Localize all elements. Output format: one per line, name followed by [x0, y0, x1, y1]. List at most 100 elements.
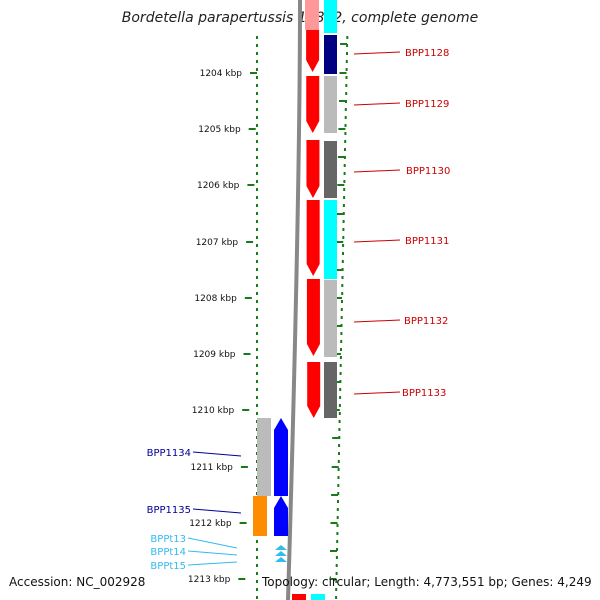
track-dot — [342, 236, 345, 239]
track-dot — [256, 132, 258, 135]
gene-label: BPP1133 — [402, 388, 446, 399]
cog-block-partial — [324, 0, 337, 33]
forward-gene-arrow — [307, 362, 321, 418]
track-dot — [343, 188, 346, 191]
gene-label: BPPt15 — [150, 561, 186, 572]
scale-tick-minor — [334, 325, 342, 327]
track-dot — [256, 164, 258, 167]
track-dot — [336, 540, 339, 543]
gene-label: BPP1132 — [404, 316, 448, 327]
track-dot — [345, 92, 348, 95]
label-leader-line — [187, 537, 238, 549]
scale-tick — [242, 409, 250, 411]
forward-gene-arrow — [306, 76, 320, 133]
track-dot — [337, 476, 340, 479]
track-dot — [256, 388, 258, 391]
track-dot — [256, 260, 258, 263]
forward-gene-arrow — [306, 279, 320, 356]
forward-gene-arrow-partial — [292, 594, 306, 600]
track-dot — [256, 300, 258, 303]
track-dot — [344, 124, 347, 127]
track-dot — [256, 60, 258, 63]
scale-tick-right — [329, 578, 337, 580]
track-dot — [256, 348, 258, 351]
scale-tick-label: 1204 kbp — [200, 69, 243, 79]
cog-block — [257, 418, 271, 496]
track-dot — [344, 132, 347, 135]
track-dot — [344, 108, 347, 111]
track-dot — [256, 396, 258, 399]
track-dot — [341, 300, 343, 303]
track-dot — [345, 76, 348, 79]
scale-tick-right — [339, 72, 347, 74]
track-dot — [338, 420, 341, 423]
scale-tick — [239, 522, 247, 524]
scale-tick-label: 1211 kbp — [190, 463, 233, 473]
track-dot — [342, 212, 345, 215]
track-dot — [256, 556, 258, 559]
track-dot — [337, 468, 340, 471]
track-dot — [340, 332, 343, 335]
track-dot — [346, 52, 348, 55]
track-dot — [337, 500, 339, 503]
track-dot — [256, 548, 258, 551]
track-dot — [256, 540, 258, 543]
cog-block-partial — [311, 594, 325, 600]
track-dot — [256, 276, 258, 279]
forward-gene-arrow-partial — [305, 0, 319, 30]
scale-tick-right — [336, 241, 344, 243]
gene-label: BPP1128 — [405, 48, 449, 59]
scale-ticks: 1204 kbp 1205 kbp 1206 kbp 1207 kbp 1208 kbp… — [188, 43, 348, 585]
gene-label: BPP1134 — [147, 448, 191, 459]
track-dot — [340, 308, 343, 311]
track-dot — [335, 556, 338, 559]
scale-tick-minor — [337, 156, 345, 158]
track-dot — [335, 580, 338, 583]
track-dot — [256, 564, 258, 567]
track-dot — [256, 412, 258, 415]
track-dot — [256, 356, 258, 359]
track-dot — [342, 244, 345, 247]
forward-gene-arrow — [306, 30, 320, 72]
track-dot — [256, 572, 258, 575]
track-dot — [342, 252, 344, 255]
track-dot — [335, 564, 338, 567]
scale-tick-label: 1213 kbp — [188, 575, 231, 585]
track-dot — [336, 516, 339, 519]
track-dot — [256, 228, 258, 231]
scale-tick-minor — [335, 269, 343, 271]
scale-tick-minor — [332, 437, 340, 439]
genome-summary-text: Topology: circular; Length: 4,773,551 bp… — [262, 575, 592, 589]
scale-tick-right — [337, 184, 345, 186]
track-dot — [256, 292, 258, 295]
scale-tick-minor — [340, 43, 348, 45]
track-dot — [256, 100, 258, 103]
track-dot — [256, 92, 258, 95]
track-dot — [256, 188, 258, 191]
track-dot — [337, 492, 340, 495]
track-dot — [344, 148, 346, 151]
track-dot — [256, 36, 258, 39]
scale-tick — [244, 297, 252, 299]
track-dot — [256, 180, 258, 183]
cog-block — [324, 200, 337, 279]
track-dot — [336, 548, 338, 551]
track-dot — [335, 572, 338, 575]
scale-tick — [248, 128, 256, 130]
track-dot — [338, 404, 341, 407]
track-dot — [339, 356, 342, 359]
label-leader-line — [353, 169, 401, 173]
accession-text: Accession: NC_002928 — [9, 575, 146, 589]
scale-tick-label: 1209 kbp — [193, 350, 236, 360]
track-dot — [346, 44, 349, 47]
track-dot — [342, 204, 345, 207]
track-dot — [256, 156, 258, 159]
scale-tick-right — [333, 353, 341, 355]
scale-tick — [250, 72, 257, 74]
track-dot — [256, 236, 258, 239]
track-dot — [345, 68, 348, 71]
label-leader-line — [353, 239, 401, 243]
label-leader-line — [187, 561, 238, 566]
cog-block — [324, 141, 337, 198]
gene-label: BPP1135 — [147, 505, 191, 516]
